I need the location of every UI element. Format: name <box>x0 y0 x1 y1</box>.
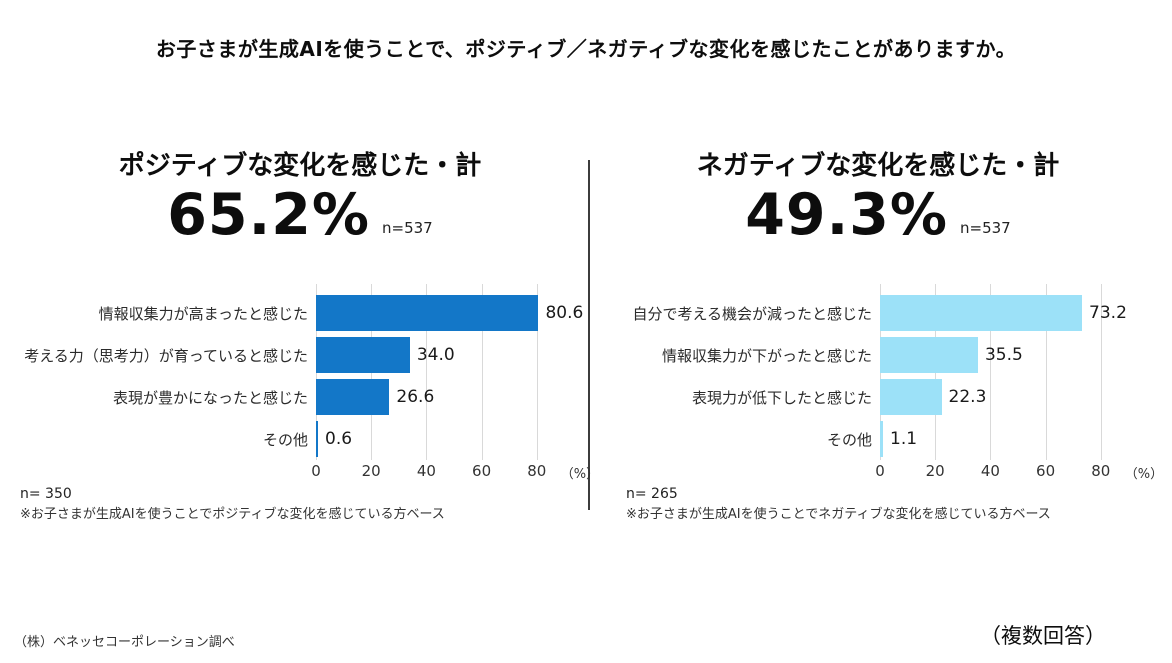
positive-panel-title: ポジティブな変化を感じた・計 <box>118 151 482 181</box>
x-tick-label: 40 <box>416 462 436 480</box>
x-tick-label: 80 <box>1091 462 1111 480</box>
bar <box>880 337 978 373</box>
category-labels: 情報収集力が高まったと感じた考える力（思考力）が育っていると感じた表現が豊かにな… <box>20 292 316 460</box>
page-title: お子さまが生成AIを使うことで、ポジティブ／ネガティブな変化を感じたことがありま… <box>155 37 1017 61</box>
gridline <box>481 284 483 460</box>
value-label: 0.6 <box>325 429 353 449</box>
category-label: 情報収集力が高まったと感じた <box>98 304 308 323</box>
x-tick-label: 20 <box>361 462 381 480</box>
x-axis-unit: （%） <box>560 467 600 482</box>
value-label: 80.6 <box>545 303 584 323</box>
gridline <box>426 284 428 460</box>
x-tick-label: 0 <box>875 462 885 480</box>
category-label: その他 <box>262 430 308 449</box>
positive-panel: ポジティブな変化を感じた・計 65.2% n=537 情報収集力が高まったと感じ… <box>20 150 599 570</box>
negative-total-n: n=537 <box>960 218 1011 237</box>
negative-panel: ネガティブな変化を感じた・計 49.3% n=537 自分で考える機会が減ったと… <box>598 150 1163 570</box>
value-label: 1.1 <box>890 429 918 449</box>
positive-total-percentage: 65.2% <box>167 181 371 248</box>
bar <box>316 379 390 415</box>
category-labels: 自分で考える機会が減ったと感じた情報収集力が下がったと感じた表現力が低下したと感… <box>598 292 880 460</box>
bar <box>316 421 318 457</box>
category-label: その他 <box>826 430 872 449</box>
value-label: 73.2 <box>1089 303 1127 323</box>
positive-base-note: ※お子さまが生成AIを使うことでポジティブな変化を感じている方ベース <box>20 507 445 522</box>
positive-n-count: n= 350 <box>20 486 72 502</box>
category-label: 自分で考える機会が減ったと感じた <box>632 304 872 323</box>
bar <box>316 295 539 331</box>
negative-base-note: ※お子さまが生成AIを使うことでネガティブな変化を感じている方ベース <box>626 507 1051 522</box>
bar <box>880 379 942 415</box>
x-tick-label: 60 <box>1036 462 1056 480</box>
value-label: 26.6 <box>396 387 435 407</box>
category-label: 考える力（思考力）が育っていると感じた <box>24 346 308 365</box>
panel-divider <box>588 160 590 510</box>
positive-total: 65.2% n=537 <box>20 181 580 248</box>
positive-total-n: n=537 <box>382 218 433 237</box>
plot-area: 73.2 35.5 22.3 1.1 <box>880 284 1132 460</box>
value-label: 35.5 <box>984 345 1023 365</box>
negative-total: 49.3% n=537 <box>598 181 1158 248</box>
category-label: 情報収集力が下がったと感じた <box>661 346 872 365</box>
x-tick-label: 40 <box>980 462 1000 480</box>
x-tick-label: 80 <box>527 462 547 480</box>
gridline <box>536 284 538 460</box>
gridline <box>1045 284 1047 460</box>
x-tick-label: 60 <box>472 462 492 480</box>
plot-area: 80.6 34.0 26.6 0.6 <box>316 284 583 460</box>
x-tick-label: 20 <box>925 462 945 480</box>
negative-total-percentage: 49.3% <box>745 181 949 248</box>
negative-panel-title: ネガティブな変化を感じた・計 <box>696 151 1060 181</box>
x-axis-unit: （%） <box>1124 467 1164 482</box>
bar <box>880 295 1083 331</box>
gridline <box>1100 284 1102 460</box>
category-label: 表現力が低下したと感じた <box>691 388 872 407</box>
bar <box>880 421 884 457</box>
gridline <box>990 284 992 460</box>
category-label: 表現が豊かになったと感じた <box>112 388 308 407</box>
value-label: 22.3 <box>948 387 987 407</box>
positive-bar-chart: 情報収集力が高まったと感じた考える力（思考力）が育っていると感じた表現が豊かにな… <box>20 284 583 460</box>
multiple-answer-note: （複数回答） <box>980 624 1106 648</box>
negative-n-count: n= 265 <box>626 486 678 502</box>
source-note: （株）ベネッセコーポレーション調べ <box>14 635 235 650</box>
value-label: 34.0 <box>416 345 455 365</box>
negative-bar-chart: 自分で考える機会が減ったと感じた情報収集力が下がったと感じた表現力が低下したと感… <box>598 284 1132 460</box>
bar <box>316 337 410 373</box>
x-tick-label: 0 <box>311 462 321 480</box>
